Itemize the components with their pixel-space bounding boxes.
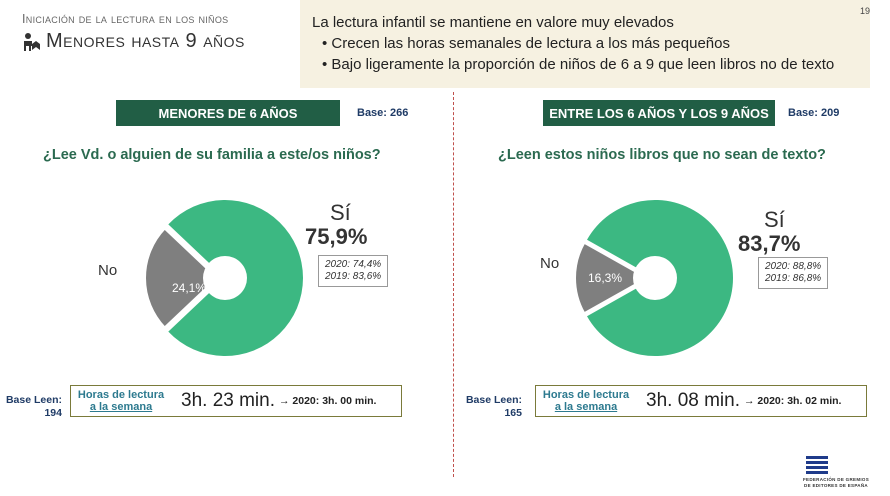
reading-hours-value: 3h. 23 min. xyxy=(181,390,275,411)
reading-hours-value: 3h. 08 min. xyxy=(646,390,740,411)
base-leen-label: Base Leen: xyxy=(5,394,62,406)
pie-slice-no xyxy=(574,241,650,315)
key-findings-title: La lectura infantil se mantiene en valor… xyxy=(312,14,674,31)
prev-year-2020: 2020: 74,4% xyxy=(325,259,382,270)
sample-base-under-6: Base: 266 xyxy=(357,107,409,119)
question-under-6: ¿Lee Vd. o alguien de su familia a este/… xyxy=(43,147,381,163)
key-finding-2: • Bajo ligeramente la proporción de niño… xyxy=(322,56,835,73)
page-title-text: Menores hasta 9 años xyxy=(46,30,245,52)
legend-label-no: No xyxy=(540,255,560,272)
federation-logo-icon xyxy=(806,456,828,474)
reading-hours-label-line1: Horas de lectura xyxy=(77,389,165,401)
reading-hours-label: Horas de lectura a la semana xyxy=(536,389,636,413)
pie-center-hole xyxy=(633,256,677,300)
reading-hours-label-line2: a la semana xyxy=(554,401,618,413)
key-finding-1: • Crecen las horas semanales de lectura … xyxy=(322,35,730,52)
legend-label-no: No xyxy=(98,262,118,279)
pct-label-si: 83,7% xyxy=(738,231,801,256)
previous-years-box: 2020: 74,4% 2019: 83,6% xyxy=(318,255,389,287)
pie-chart-under-6: 24,1% xyxy=(144,200,304,356)
reading-hours-label-line1: Horas de lectura xyxy=(542,389,630,401)
previous-years-box: 2020: 88,8% 2019: 86,8% xyxy=(758,257,829,289)
pie-center-hole xyxy=(203,256,247,300)
reading-hours-previous: → 2020: 3h. 00 min. xyxy=(279,395,377,407)
federation-name: FEDERACIÓN DE GREMIOS DE EDITORES DE ESP… xyxy=(800,477,872,489)
question-6-to-9: ¿Leen estos niños libros que no sean de … xyxy=(498,147,826,163)
base-leen-under-6: Base Leen: 194 xyxy=(4,394,62,420)
pie-chart-6-to-9: 16,3% xyxy=(574,200,734,356)
panel-banner-under-6: MENORES DE 6 AÑOS xyxy=(116,100,340,126)
page-number: 19 xyxy=(860,6,871,16)
base-leen-label: Base Leen: xyxy=(465,394,522,406)
prev-year-2020: 2020: 88,8% xyxy=(765,261,822,272)
child-reading-icon xyxy=(24,32,40,51)
reading-hours-box-6-to-9: Horas de lectura a la semana 3h. 08 min.… xyxy=(535,385,867,417)
panel-banner-6-to-9: ENTRE LOS 6 AÑOS Y LOS 9 AÑOS xyxy=(543,100,775,126)
reading-hours-label-line2: a la semana xyxy=(89,401,153,413)
legend-label-si: Sí xyxy=(330,200,351,225)
reading-hours-previous: → 2020: 3h. 02 min. xyxy=(744,395,842,407)
base-leen-value: 194 xyxy=(44,407,62,419)
prev-year-2019: 2019: 83,6% xyxy=(325,271,382,282)
reading-hours-box-under-6: Horas de lectura a la semana 3h. 23 min.… xyxy=(70,385,402,417)
pie-slice-no xyxy=(144,227,219,329)
base-leen-6-to-9: Base Leen: 165 xyxy=(462,394,522,420)
key-findings-box xyxy=(300,0,870,88)
panel-divider xyxy=(453,92,454,477)
sample-base-6-to-9: Base: 209 xyxy=(788,107,840,119)
pct-label-si: 75,9% xyxy=(305,224,368,249)
federation-name-line2: DE EDITORES DE ESPAÑA xyxy=(804,483,868,488)
pie-label-no-pct: 24,1% xyxy=(172,281,206,295)
section-kicker: Iniciación de la lectura en los niños xyxy=(22,12,229,26)
base-leen-value: 165 xyxy=(504,407,522,419)
legend-label-si: Sí xyxy=(764,207,785,232)
pie-label-no-pct: 16,3% xyxy=(588,271,622,285)
federation-name-line1: FEDERACIÓN DE GREMIOS xyxy=(802,477,870,482)
reading-hours-label: Horas de lectura a la semana xyxy=(71,389,171,413)
page-title: Menores hasta 9 años xyxy=(22,30,245,53)
prev-year-2019: 2019: 86,8% xyxy=(765,273,822,284)
